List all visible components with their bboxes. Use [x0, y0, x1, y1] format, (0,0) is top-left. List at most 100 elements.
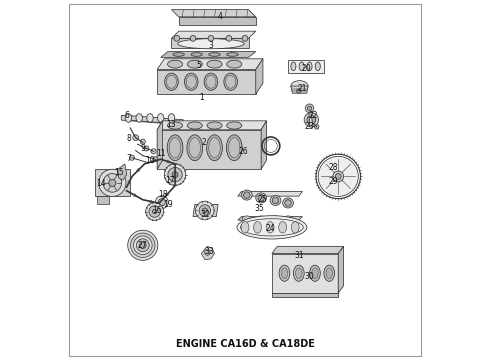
Ellipse shape [173, 53, 184, 56]
Ellipse shape [256, 193, 267, 203]
Ellipse shape [244, 192, 250, 198]
Ellipse shape [281, 268, 288, 279]
Circle shape [296, 89, 301, 93]
Text: 20: 20 [301, 64, 311, 73]
Text: 14: 14 [96, 179, 106, 188]
Text: 31: 31 [294, 251, 304, 260]
Text: 5: 5 [196, 61, 201, 70]
Circle shape [168, 167, 182, 182]
Ellipse shape [291, 62, 296, 71]
Text: 33: 33 [204, 247, 214, 256]
Ellipse shape [157, 114, 164, 122]
Ellipse shape [187, 60, 202, 68]
Polygon shape [118, 164, 126, 180]
Ellipse shape [206, 75, 216, 88]
Circle shape [103, 174, 122, 192]
Polygon shape [157, 121, 163, 169]
Ellipse shape [209, 138, 221, 158]
Ellipse shape [299, 62, 304, 71]
Text: 21: 21 [297, 84, 307, 93]
Polygon shape [179, 17, 256, 25]
Ellipse shape [178, 39, 244, 49]
Circle shape [151, 160, 154, 163]
Ellipse shape [227, 122, 242, 129]
Text: 30: 30 [305, 272, 315, 281]
Ellipse shape [312, 268, 318, 279]
Polygon shape [291, 86, 308, 93]
Circle shape [208, 36, 214, 41]
Text: 32: 32 [201, 210, 210, 219]
Polygon shape [309, 108, 313, 127]
Circle shape [128, 180, 131, 183]
Ellipse shape [189, 138, 200, 158]
Text: 9: 9 [140, 144, 145, 153]
Text: 7: 7 [126, 154, 131, 163]
Ellipse shape [168, 60, 183, 68]
Ellipse shape [291, 81, 308, 91]
Ellipse shape [285, 200, 291, 206]
Circle shape [304, 113, 319, 127]
Circle shape [167, 160, 170, 163]
Ellipse shape [272, 197, 279, 204]
Circle shape [109, 179, 116, 186]
Text: 10: 10 [145, 157, 155, 166]
Ellipse shape [227, 60, 242, 68]
Polygon shape [157, 69, 256, 94]
Text: 17: 17 [165, 176, 174, 185]
Ellipse shape [228, 138, 240, 158]
Polygon shape [161, 51, 256, 57]
Ellipse shape [204, 73, 218, 90]
Polygon shape [128, 116, 183, 125]
Ellipse shape [226, 135, 242, 161]
Ellipse shape [191, 53, 202, 56]
Circle shape [307, 116, 316, 124]
Circle shape [128, 230, 158, 260]
Ellipse shape [266, 222, 274, 233]
Text: 6: 6 [124, 111, 129, 120]
Circle shape [131, 233, 155, 257]
Circle shape [133, 194, 136, 197]
Circle shape [202, 208, 207, 213]
Polygon shape [261, 121, 267, 169]
Circle shape [226, 36, 232, 41]
Circle shape [333, 171, 343, 182]
Polygon shape [238, 217, 302, 220]
Circle shape [137, 169, 140, 172]
Ellipse shape [125, 114, 132, 122]
Text: 18: 18 [158, 190, 167, 199]
Text: 26: 26 [239, 147, 248, 156]
Ellipse shape [165, 73, 178, 90]
Circle shape [315, 125, 319, 129]
Polygon shape [338, 246, 343, 293]
Ellipse shape [207, 135, 222, 161]
Text: 29: 29 [328, 177, 338, 186]
Circle shape [144, 146, 149, 151]
Circle shape [164, 164, 186, 185]
Ellipse shape [237, 216, 307, 239]
Ellipse shape [167, 75, 176, 88]
Ellipse shape [187, 135, 203, 161]
Text: 19: 19 [163, 200, 172, 209]
Circle shape [129, 155, 135, 160]
Ellipse shape [168, 114, 175, 122]
Text: 15: 15 [115, 168, 124, 177]
Circle shape [172, 172, 178, 177]
Ellipse shape [258, 195, 265, 201]
Ellipse shape [315, 62, 320, 71]
Circle shape [153, 157, 158, 162]
Ellipse shape [270, 195, 281, 206]
Ellipse shape [168, 122, 183, 129]
Ellipse shape [279, 222, 287, 233]
Circle shape [335, 174, 341, 179]
Polygon shape [272, 293, 338, 297]
Ellipse shape [207, 60, 222, 68]
Circle shape [146, 203, 164, 221]
Polygon shape [122, 116, 177, 125]
Ellipse shape [225, 75, 236, 88]
Circle shape [133, 135, 139, 140]
Circle shape [242, 36, 248, 41]
Text: 4: 4 [218, 12, 222, 21]
Ellipse shape [294, 265, 304, 281]
Ellipse shape [324, 265, 335, 281]
Polygon shape [201, 246, 215, 260]
